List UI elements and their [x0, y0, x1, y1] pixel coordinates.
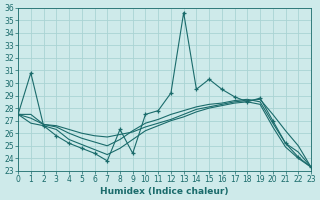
- X-axis label: Humidex (Indice chaleur): Humidex (Indice chaleur): [100, 187, 229, 196]
